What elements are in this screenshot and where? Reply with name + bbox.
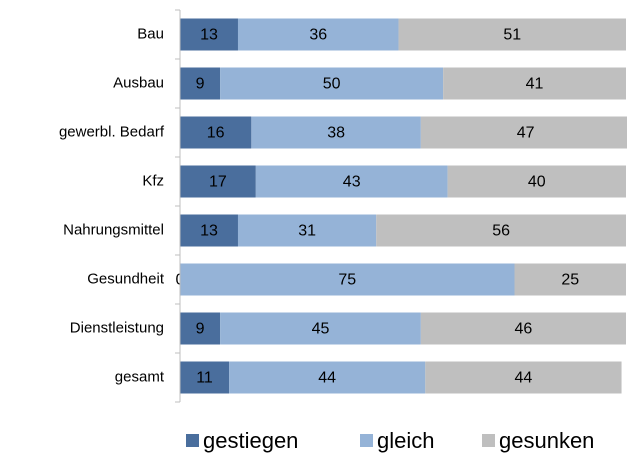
data-label: 44	[318, 370, 336, 387]
legend-swatch	[360, 434, 373, 447]
data-label: 36	[309, 27, 327, 44]
data-label: 11	[196, 370, 213, 387]
data-label: 16	[207, 125, 225, 142]
data-label: 51	[503, 27, 521, 44]
y-tick-label: gesamt	[115, 368, 165, 385]
bar-segment	[398, 18, 626, 51]
bar-segment	[180, 263, 515, 296]
data-label: 45	[312, 321, 330, 338]
bar-segment	[255, 165, 448, 198]
legend-swatch	[186, 434, 199, 447]
bar-segment	[180, 18, 238, 51]
bar-segment	[237, 214, 377, 247]
data-label: 56	[492, 223, 510, 240]
bar-segment	[237, 18, 399, 51]
data-label: 31	[298, 223, 316, 240]
bar-segment	[180, 67, 221, 100]
bar-segment	[443, 67, 626, 100]
data-label: 44	[515, 370, 533, 387]
y-tick-label: Dienstleistung	[70, 319, 164, 336]
y-tick-label: Bau	[137, 25, 164, 42]
legend-label: gleich	[377, 428, 434, 453]
bar-segment	[447, 165, 626, 198]
data-label: 47	[517, 125, 535, 142]
data-label: 40	[528, 174, 546, 191]
y-tick-label: Kfz	[142, 172, 164, 189]
bar-segment	[180, 312, 221, 345]
data-label: 25	[561, 272, 579, 289]
data-label: 43	[343, 174, 361, 191]
y-tick-label: Gesundheit	[87, 270, 165, 287]
bar-segment	[180, 214, 238, 247]
y-tick-label: gewerbl. Bedarf	[59, 123, 165, 140]
data-label: 41	[526, 76, 544, 93]
bar-segment	[220, 67, 444, 100]
bar-segment	[220, 312, 421, 345]
data-label: 50	[323, 76, 341, 93]
y-tick-label: Ausbau	[113, 74, 164, 91]
data-label: 13	[200, 223, 218, 240]
bar-segment	[425, 361, 622, 394]
y-tick-label: Nahrungsmittel	[63, 221, 164, 238]
legend-label: gestiegen	[203, 428, 298, 453]
legend-label: gesunken	[499, 428, 594, 453]
data-label: 13	[200, 27, 218, 44]
bar-segment	[376, 214, 626, 247]
bar-segment	[514, 263, 626, 296]
data-label: 75	[338, 272, 356, 289]
bar-segment	[180, 116, 252, 149]
bar-segment	[251, 116, 421, 149]
data-label: 17	[209, 174, 227, 191]
bar-segment	[180, 165, 256, 198]
bar-segment	[229, 361, 426, 394]
data-label: 38	[327, 125, 345, 142]
bar-segment	[420, 116, 627, 149]
legend-swatch	[482, 434, 495, 447]
data-label: 9	[196, 76, 205, 93]
data-label: 9	[196, 321, 205, 338]
data-label: 46	[515, 321, 533, 338]
bar-segment	[420, 312, 626, 345]
bar-segment	[180, 361, 230, 394]
